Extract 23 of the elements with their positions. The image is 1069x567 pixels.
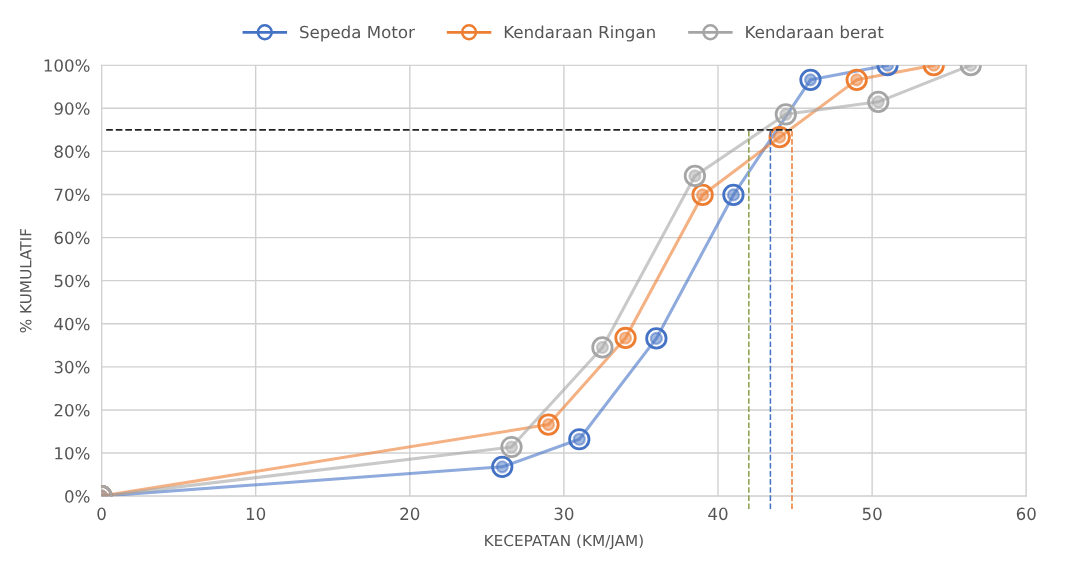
x-tick-label: 10 (246, 507, 266, 521)
x-tick-label: 30 (554, 507, 574, 521)
x-tick-label: 20 (400, 507, 420, 521)
x-axis-title: KECEPATAN (KM/JAM) (485, 534, 643, 550)
legend-label: Kendaraan Ringan (504, 25, 655, 42)
y-tick-label: 80% (54, 145, 90, 158)
x-tick-label: 60 (1016, 507, 1036, 521)
y-axis-title: % KUMULATIF (19, 228, 32, 333)
x-tick-label: 0 (97, 507, 106, 521)
legend-label: Sepeda Motor (300, 25, 415, 42)
y-tick-label: 20% (54, 403, 90, 417)
y-tick-label: 60% (54, 231, 90, 245)
y-tick-label: 70% (54, 188, 90, 202)
y-tick-label: 50% (54, 274, 90, 288)
y-tick-label: 40% (54, 317, 90, 331)
legend-label: Kendaraan berat (746, 25, 884, 39)
y-tick-label: 90% (54, 102, 90, 115)
y-tick-label: 10% (55, 447, 90, 460)
x-tick-label: 50 (862, 507, 882, 521)
y-tick-label: 100% (44, 59, 90, 72)
y-tick-label: 0% (65, 490, 90, 503)
y-tick-label: 30% (54, 360, 90, 374)
x-tick-label: 40 (708, 507, 728, 521)
